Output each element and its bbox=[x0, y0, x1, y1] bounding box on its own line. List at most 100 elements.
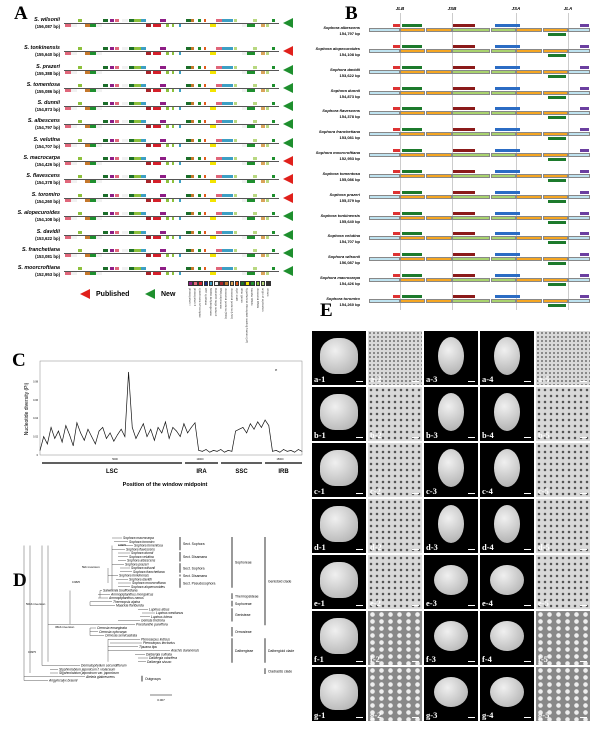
new-marker-icon bbox=[283, 211, 293, 221]
gene-block bbox=[140, 84, 146, 87]
gene-block bbox=[95, 52, 103, 55]
genome-region bbox=[400, 153, 425, 157]
genome-axis bbox=[64, 198, 279, 199]
pi-point bbox=[172, 427, 174, 428]
sem-image: e-3 bbox=[424, 555, 478, 609]
gene-box bbox=[453, 66, 475, 69]
genome-region bbox=[491, 132, 516, 136]
gene-block bbox=[159, 231, 167, 234]
genome-region bbox=[568, 132, 590, 136]
y-tick-label: 0.08 bbox=[33, 380, 38, 383]
pi-point bbox=[47, 443, 48, 445]
gene-block bbox=[198, 102, 201, 105]
gene-block bbox=[203, 47, 207, 50]
gene-block bbox=[247, 217, 256, 220]
gene-block bbox=[171, 272, 175, 275]
tribe-label: Thermopsideae bbox=[235, 594, 259, 598]
gene-block bbox=[90, 144, 96, 147]
gene-block bbox=[95, 272, 103, 275]
gene-legend-label: ribosomal RNAs bbox=[255, 288, 260, 309]
gene-block bbox=[253, 66, 258, 69]
gene-box bbox=[393, 107, 400, 110]
gene-block bbox=[95, 180, 103, 183]
gene-legend-swatch bbox=[245, 281, 250, 286]
gene-block bbox=[190, 194, 194, 197]
genome-region bbox=[400, 257, 425, 261]
gene-block bbox=[95, 236, 103, 239]
gene-block bbox=[228, 267, 233, 270]
gene-box bbox=[495, 232, 520, 235]
genome-region bbox=[369, 91, 400, 95]
gene-block bbox=[166, 52, 170, 55]
section-label: Sect. Sophora bbox=[183, 566, 205, 570]
pi-point bbox=[224, 451, 225, 453]
gene-block bbox=[253, 231, 258, 234]
gene-block bbox=[260, 52, 265, 55]
gene-block bbox=[166, 180, 170, 183]
pi-point bbox=[135, 438, 137, 439]
genome-region bbox=[400, 299, 425, 303]
sem-image: b-3 bbox=[424, 387, 478, 441]
gene-block bbox=[102, 194, 108, 197]
species-genome-size: 155,086 bp bbox=[339, 177, 360, 182]
gene-block bbox=[210, 52, 216, 55]
gene-box bbox=[402, 170, 422, 173]
pi-point bbox=[106, 438, 107, 439]
genome-region bbox=[543, 153, 568, 157]
genome-region bbox=[568, 174, 590, 178]
gene-block bbox=[253, 249, 258, 252]
gene-block bbox=[171, 180, 175, 183]
gene-block bbox=[185, 157, 191, 160]
gene-block bbox=[190, 212, 194, 215]
gene-block bbox=[78, 212, 83, 215]
gene-block bbox=[140, 120, 146, 123]
gene-block bbox=[146, 199, 152, 202]
gene-block bbox=[159, 175, 167, 178]
gene-block bbox=[178, 272, 181, 275]
taxon-label: Maackia floribunda bbox=[116, 604, 144, 608]
gene-block bbox=[216, 175, 222, 178]
gene-box bbox=[402, 212, 422, 215]
legend-published-label: Published bbox=[96, 290, 130, 298]
genome-region bbox=[426, 70, 452, 74]
gene-block bbox=[234, 249, 237, 252]
y-tick-label: 0 bbox=[37, 454, 39, 457]
gene-block bbox=[70, 24, 78, 27]
sem-image-label: e-5 bbox=[538, 598, 549, 608]
genome-region bbox=[452, 111, 490, 115]
scale-bar bbox=[412, 549, 419, 550]
gene-box bbox=[393, 253, 400, 256]
gene-block bbox=[266, 107, 269, 110]
gene-block bbox=[146, 89, 152, 92]
scale-bar bbox=[580, 605, 587, 606]
junction-label: JSA bbox=[511, 6, 521, 11]
gene-block bbox=[185, 84, 191, 87]
published-marker-icon bbox=[283, 156, 293, 166]
gene-block bbox=[198, 139, 201, 142]
gene-block bbox=[122, 175, 129, 178]
sem-image-label: d-1 bbox=[314, 542, 326, 552]
new-marker-icon bbox=[283, 101, 293, 111]
genome-region bbox=[543, 299, 568, 303]
gene-block bbox=[178, 89, 181, 92]
gene-block bbox=[84, 107, 90, 110]
species-genome-size: (154,707 bp) bbox=[35, 144, 60, 149]
gene-block bbox=[102, 157, 108, 160]
pi-point bbox=[279, 451, 281, 453]
species-genome-size: (152,953 bp) bbox=[35, 272, 60, 277]
species-genome-size: (155,086 bp) bbox=[35, 89, 60, 94]
gene-block bbox=[78, 47, 83, 50]
pi-point bbox=[120, 428, 122, 430]
gene-block bbox=[133, 157, 142, 160]
gene-block bbox=[114, 212, 119, 215]
gene-block bbox=[210, 144, 216, 147]
pi-point bbox=[168, 438, 170, 439]
gene-block bbox=[234, 212, 237, 215]
genome-axis bbox=[64, 235, 279, 236]
gene-block bbox=[70, 180, 78, 183]
gene-legend-label: clpP, matK bbox=[234, 288, 239, 302]
pi-point bbox=[165, 421, 166, 423]
scale-bar bbox=[580, 549, 587, 550]
pi-point bbox=[294, 451, 295, 453]
